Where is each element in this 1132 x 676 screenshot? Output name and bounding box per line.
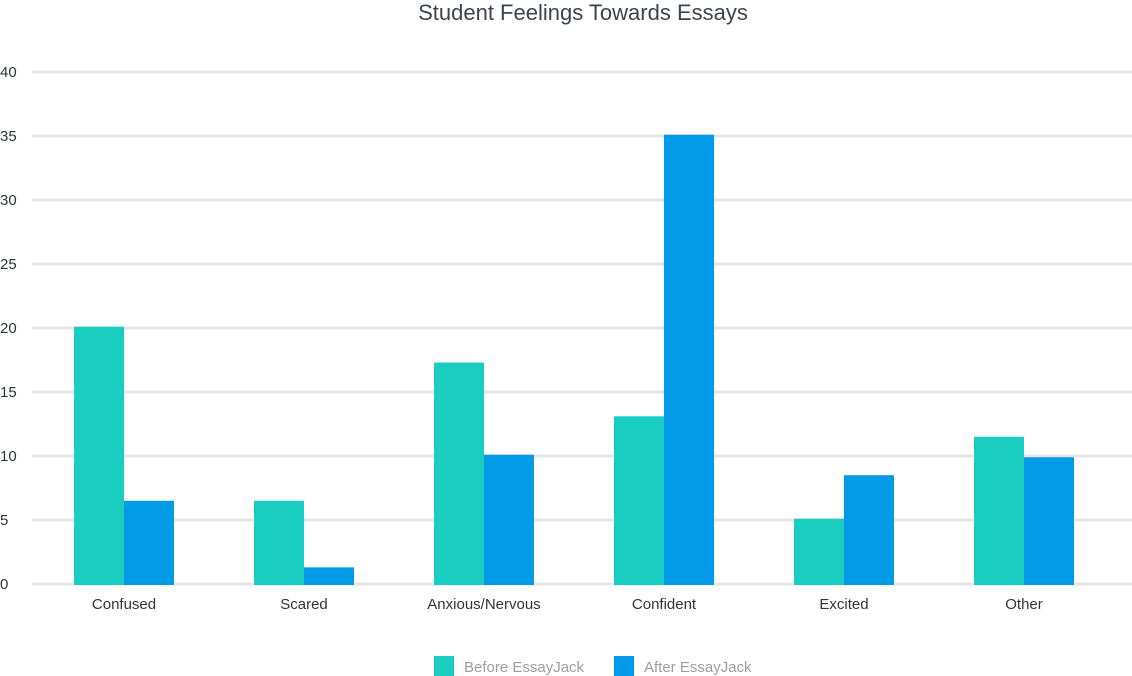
- bar-after-confused: [124, 500, 174, 585]
- y-tick-label: 20: [0, 320, 17, 337]
- bar-after-scared: [304, 567, 354, 585]
- x-tick-label: Other: [1005, 596, 1043, 613]
- bar-before-other: [974, 436, 1024, 585]
- chart-title: Student Feelings Towards Essays: [418, 0, 748, 25]
- legend-label: Before EssayJack: [464, 659, 585, 676]
- bar-after-anxious-nervous: [484, 454, 534, 585]
- y-axis-ticks: 0 5 10 15 20 25 30 35 40: [0, 64, 17, 593]
- y-tick-label: 40: [0, 64, 17, 81]
- x-tick-label: Scared: [280, 596, 328, 613]
- bar-after-excited: [844, 475, 894, 585]
- bar-before-confused: [74, 326, 124, 585]
- y-tick-label: 10: [0, 448, 17, 465]
- legend-label: After EssayJack: [644, 659, 752, 676]
- x-axis-ticks: Confused Scared Anxious/Nervous Confident Ex…: [92, 596, 1043, 613]
- gridlines: [32, 70, 1132, 586]
- y-tick-label: 35: [0, 128, 17, 145]
- bar-after-confident: [664, 134, 714, 585]
- x-tick-label: Confused: [92, 596, 156, 613]
- y-tick-label: 0: [0, 576, 8, 593]
- x-tick-label: Excited: [819, 596, 868, 613]
- legend-swatch: [434, 656, 454, 676]
- bar-before-excited: [794, 518, 844, 585]
- bars: [74, 134, 1074, 585]
- y-tick-label: 25: [0, 256, 17, 273]
- x-tick-label: Confident: [632, 596, 697, 613]
- y-tick-label: 30: [0, 192, 17, 209]
- legend-swatch: [614, 656, 634, 676]
- y-tick-label: 5: [0, 512, 8, 529]
- y-tick-label: 15: [0, 384, 17, 401]
- bar-before-scared: [254, 500, 304, 585]
- legend: Before EssayJack After EssayJack: [434, 656, 752, 676]
- bar-before-confident: [614, 416, 664, 585]
- bar-after-other: [1024, 457, 1074, 585]
- bar-before-anxious-nervous: [434, 362, 484, 585]
- x-tick-label: Anxious/Nervous: [427, 596, 540, 613]
